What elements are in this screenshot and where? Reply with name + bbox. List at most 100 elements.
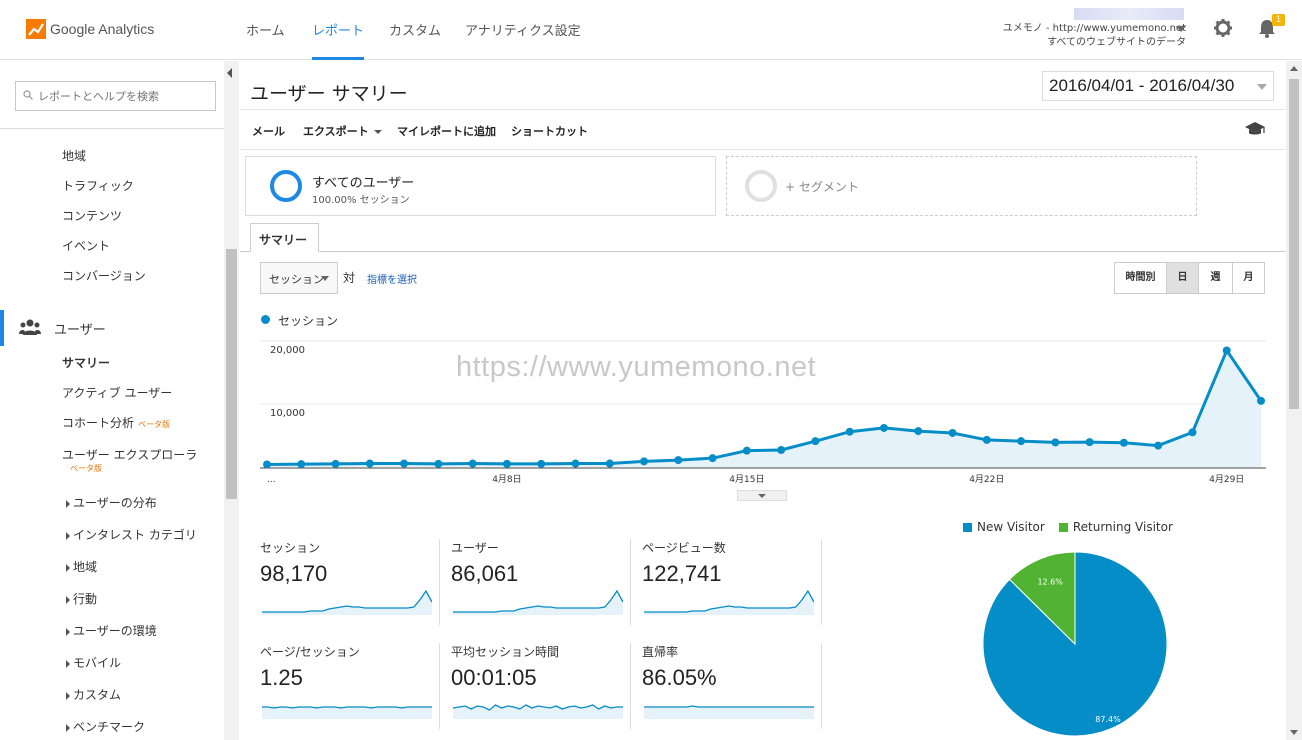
nav-tab-custom[interactable]: カスタム [389,24,442,39]
account-selector[interactable]: ユメモノ - http://www.yumemono.net すべてのウェブサイ… [1003,8,1186,50]
chevron-down-icon[interactable] [1176,26,1186,32]
sidebar-item-demographics[interactable]: ユーザーの分布 [66,494,157,511]
sidebar-item-geo[interactable]: 地域 [62,149,87,163]
nav-tab-reports[interactable]: レポート [312,20,365,60]
data-point[interactable] [845,427,854,436]
data-point[interactable] [331,459,340,468]
sidebar-item-summary[interactable]: サマリー [62,356,111,370]
data-point[interactable] [1222,346,1231,355]
data-point[interactable] [1154,441,1163,450]
legend-item-returning-visitor[interactable]: Returning Visitor [1058,520,1173,534]
scrollbar-thumb[interactable] [1289,79,1299,409]
data-point[interactable] [537,459,546,468]
data-point[interactable] [400,459,409,468]
sidebar-item-cohort[interactable]: コホート分析 ベータ版 [62,414,170,431]
scorecard-users[interactable]: ユーザー 86,061 [451,539,631,625]
data-point[interactable] [640,457,649,466]
active-section-indicator [0,310,4,346]
sidebar-item-user-explorer[interactable]: ユーザー エクスプローラ ベータ版 [62,446,197,474]
sidebar-item-events[interactable]: イベント [62,239,111,253]
sidebar-scrollbar[interactable] [224,61,239,740]
add-segment-button[interactable]: + セグメント [726,156,1197,216]
tab-summary[interactable]: サマリー [250,223,319,252]
page-title: ユーザー サマリー [250,83,408,105]
data-point[interactable] [1188,428,1197,437]
scorecard-sessions[interactable]: セッション 98,170 [260,539,440,625]
sidebar-item-interests[interactable]: インタレスト カテゴリ [66,526,197,543]
bell-icon[interactable] [1256,17,1278,39]
data-point[interactable] [914,427,923,436]
collapse-sidebar-icon[interactable] [227,68,232,78]
data-point[interactable] [777,445,786,454]
sidebar-section-users[interactable]: ユーザー [54,323,106,338]
data-point[interactable] [1257,396,1265,405]
add-to-dashboard-button[interactable]: マイレポートに追加 [397,125,496,138]
data-point[interactable] [1085,438,1094,447]
sidebar-item-conversions[interactable]: コンバージョン [62,269,146,283]
gear-icon[interactable] [1213,18,1233,38]
scorecard-pages-per-session[interactable]: ページ/セッション 1.25 [260,643,440,729]
pie-slice-returning-visitor[interactable] [1008,551,1076,646]
data-point[interactable] [742,446,751,455]
data-point[interactable] [879,423,888,432]
pie-slice-new-visitor[interactable] [982,551,1168,737]
legend-item-new-visitor[interactable]: New Visitor [963,520,1045,534]
data-point[interactable] [502,459,511,468]
scorecard-avg-session-duration[interactable]: 平均セッション時間 00:01:05 [451,643,631,729]
sidebar-item-benchmark[interactable]: ベンチマーク [66,718,145,735]
sidebar-item-traffic[interactable]: トラフィック [62,179,134,193]
date-range-picker[interactable]: 2016/04/01 - 2016/04/30 [1042,71,1274,101]
page-scrollbar[interactable] [1286,61,1302,740]
data-point[interactable] [434,459,443,468]
scorecard-bounce-rate[interactable]: 直帰率 86.05% [642,643,822,729]
scrollbar-thumb[interactable] [226,249,237,499]
data-point[interactable] [1051,438,1060,447]
data-point[interactable] [468,459,477,468]
data-point[interactable] [571,459,580,468]
sidebar-item-custom[interactable]: カスタム [66,686,121,703]
data-point[interactable] [365,459,374,468]
search-input[interactable] [38,87,210,105]
data-point[interactable] [1017,437,1026,446]
granularity-week[interactable]: 週 [1199,263,1233,293]
graduation-cap-icon[interactable] [1244,121,1266,137]
scroll-down-icon[interactable] [1290,730,1298,735]
choose-metric-link[interactable]: 指標を選択 [367,275,417,286]
data-point[interactable] [674,456,683,465]
sidebar-item-technology[interactable]: ユーザーの環境 [66,622,157,639]
segment-ring-icon [745,170,777,202]
sidebar-item-active-users[interactable]: アクティブ ユーザー [62,384,172,401]
data-point[interactable] [297,460,306,469]
sidebar-item-content[interactable]: コンテンツ [62,209,123,223]
scorecard-pageviews[interactable]: ページビュー数 122,741 [642,539,822,625]
granularity-hourly[interactable]: 時間別 [1115,263,1167,293]
data-point[interactable] [263,460,271,469]
data-point[interactable] [605,459,614,468]
sidebar-item-mobile[interactable]: モバイル [66,654,121,671]
nav-tab-admin[interactable]: アナリティクス設定 [465,24,581,39]
sidebar-item-geo-users[interactable]: 地域 [66,558,97,575]
sidebar-item-label: モバイル [73,656,122,670]
logo[interactable]: Google Analytics [26,18,154,40]
data-point[interactable] [1119,438,1128,447]
scroll-up-icon[interactable] [1290,66,1298,71]
scorecard-value: 00:01:05 [451,665,537,690]
chart-resize-handle[interactable] [737,490,787,501]
shortcut-button[interactable]: ショートカット [511,125,588,138]
granularity-month[interactable]: 月 [1243,272,1254,283]
email-button[interactable]: メール [252,125,285,138]
data-point[interactable] [708,454,717,463]
metric-dropdown[interactable]: セッション [260,262,338,294]
search-box[interactable] [15,81,216,111]
data-point[interactable] [948,428,957,437]
sidebar-item-behavior[interactable]: 行動 [66,590,97,607]
export-button[interactable]: エクスポート [303,123,382,139]
sessions-chart[interactable]: 20,000 10,000... 4月8日 4月15日 4月22日 4月29日 [240,326,1286,496]
data-point[interactable] [811,437,820,446]
visitor-pie-chart[interactable]: 87.4% 12.6% [980,549,1170,739]
data-point[interactable] [982,435,991,444]
granularity-day[interactable]: 日 [1167,263,1199,293]
sparkline [453,704,623,719]
nav-tab-home[interactable]: ホーム [246,24,285,39]
segment-all-users[interactable]: すべてのユーザー 100.00% セッション [245,156,716,216]
